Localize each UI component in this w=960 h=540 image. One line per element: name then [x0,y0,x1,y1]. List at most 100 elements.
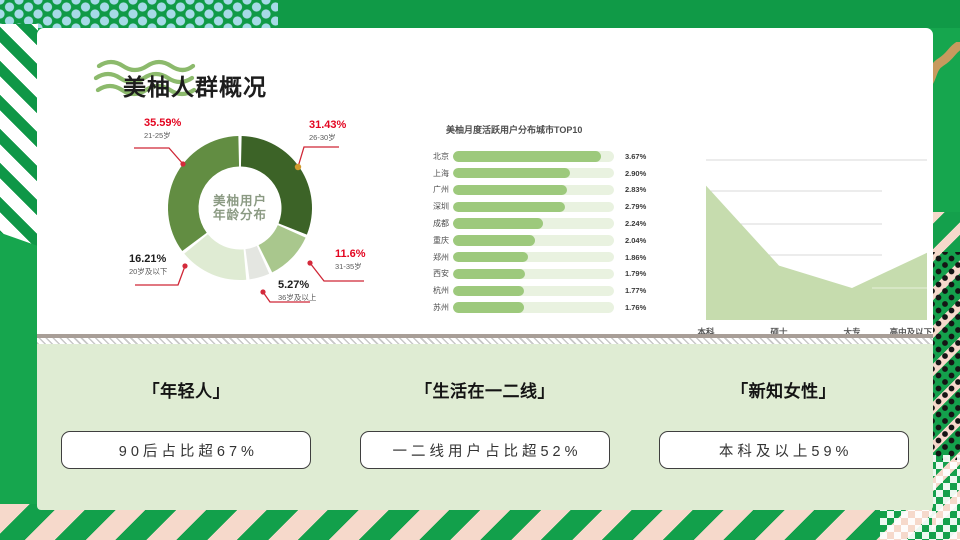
bar-track [453,201,614,213]
highlight-stat: 一二线用户占比超52% [392,443,582,460]
bar-fill [453,201,566,213]
bar-rows: 北京 3.67% 上海 2.90% 广州 2.83% 深圳 2.79% 成都 2.24% 重庆 2.0… [422,148,667,316]
bar-city-label: 上海 [433,168,449,178]
donut-callout-36plus: 5.27% 36岁及以上 [278,279,317,302]
bar-value-label: 1.76% [625,303,647,313]
donut-callout-under20: 16.21% 20岁及以下 [129,253,168,276]
bar-value-label: 2.04% [625,235,647,245]
highlight-stat-box: 本科及以上59% [658,431,909,469]
black-dots-decoration [932,252,960,460]
bar-value-label: 3.67% [625,151,647,161]
bar-fill [453,167,570,179]
bar-track [453,302,614,313]
bar-row: 深圳 2.79% [422,198,667,215]
callout-line [134,147,184,165]
highlight-column-educated-women: 「新知女性」 本科及以上59% [644,377,924,469]
bar-city-label: 郑州 [433,252,449,262]
area-svg [706,159,927,320]
diagonal-stripes-bottom-decoration [0,504,960,540]
bar-row: 广州 2.83% [422,182,667,199]
area-x-label: 硕士 [770,327,788,337]
bar-track [453,251,614,263]
bar-city-label: 苏州 [433,303,449,313]
donut-segment-21-25岁 [168,136,240,252]
bar-fill [453,285,525,297]
bar-city-label: 杭州 [433,286,449,296]
bar-fill [453,218,544,229]
city-bar-chart: 美柚月度活跃用户分布城市TOP10 北京 3.67% 上海 2.90% 广州 2.83% 深… [422,115,667,325]
bar-value-label: 2.90% [625,168,647,178]
donut-segment-26-30岁 [240,136,312,235]
waves-icon [93,59,197,97]
highlight-stat: 本科及以上59% [718,443,853,460]
donut-svg [134,136,364,303]
page-title: 美柚人群概况 [123,74,267,100]
divider-bar [37,334,933,338]
callout-line [135,265,186,286]
bar-value-label: 1.77% [625,286,647,296]
highlights-panel: 「年轻人」 90后占比超67% 「生活在一二线」 一二线用户占比超52% 「新知… [37,344,933,510]
bar-row: 苏州 1.76% [422,299,667,316]
diagonal-stripes-left-decoration [0,24,38,246]
bar-city-label: 广州 [433,185,449,195]
bar-fill [453,151,601,162]
donut-callout-26-30: 31.43% 26-30岁 [309,119,347,142]
divider-hatch [37,338,933,344]
bar-city-label: 西安 [433,269,449,279]
bar-track [453,268,614,280]
donut-segment-31-35岁 [258,225,306,273]
donut-callout-21-25: 35.59% 21-25岁 [144,117,182,140]
bar-row: 成都 2.24% [422,215,667,232]
bar-value-label: 2.24% [625,219,647,229]
highlight-column-young: 「年轻人」 90后占比超67% [46,377,326,469]
bar-row: 杭州 1.77% [422,282,667,299]
callout-dot [182,263,188,269]
bar-city-label: 重庆 [433,235,449,245]
bar-track [453,218,614,229]
highlight-heading: 「年轻人」 [142,382,231,401]
bar-city-label: 深圳 [433,202,449,212]
bar-row: 北京 3.67% [422,148,667,165]
donut-center-label: 美柚用户 年龄分布 [212,194,267,222]
donut-segment-20岁及以下 [184,234,247,280]
area-x-label: 大专 [843,327,861,337]
bar-value-label: 2.79% [625,202,647,212]
callout-dot [294,163,302,171]
bar-fill [453,251,528,263]
bar-chart-title: 美柚月度活跃用户分布城市TOP10 [446,125,583,135]
bar-row: 郑州 1.86% [422,249,667,266]
callout-line [297,146,339,168]
donut-segment-36岁及以上 [245,245,270,280]
area-x-label: 本科 [697,327,715,337]
highlight-heading: 「新知女性」 [731,382,837,401]
education-area-chart: 本科 硕士 大专 高中及以下 [692,115,942,337]
area-x-label: 高中及以下 [889,327,933,337]
bar-track [453,184,614,196]
donut-callout-31-35: 11.6% 31-35岁 [335,248,366,271]
callout-dot [180,161,186,167]
bar-row: 西安 1.79% [422,266,667,283]
bar-row: 上海 2.90% [422,165,667,182]
bar-fill [453,235,536,246]
bar-track [453,151,614,162]
highlight-stat-box: 一二线用户占比超52% [359,431,610,469]
age-donut-chart: 美柚用户 年龄分布 35.59% 21-25岁 31.43% 26-30岁 11… [92,108,382,313]
bar-fill [453,268,526,280]
bar-value-label: 2.83% [625,185,647,195]
bar-row: 重庆 2.04% [422,232,667,249]
callout-dot [307,260,313,266]
bar-fill [453,302,524,313]
polka-dots-decoration [0,0,278,28]
callout-dot [260,289,266,295]
area-fill [706,185,927,320]
bar-value-label: 1.86% [625,252,647,262]
highlight-stat: 90后占比超67% [118,443,258,460]
callout-line [262,291,310,303]
highlight-stat-box: 90后占比超67% [61,431,312,469]
bar-value-label: 1.79% [625,269,647,279]
bar-track [453,167,614,179]
callout-line [309,262,364,282]
bar-fill [453,184,567,196]
highlight-heading: 「生活在一二线」 [414,382,555,401]
